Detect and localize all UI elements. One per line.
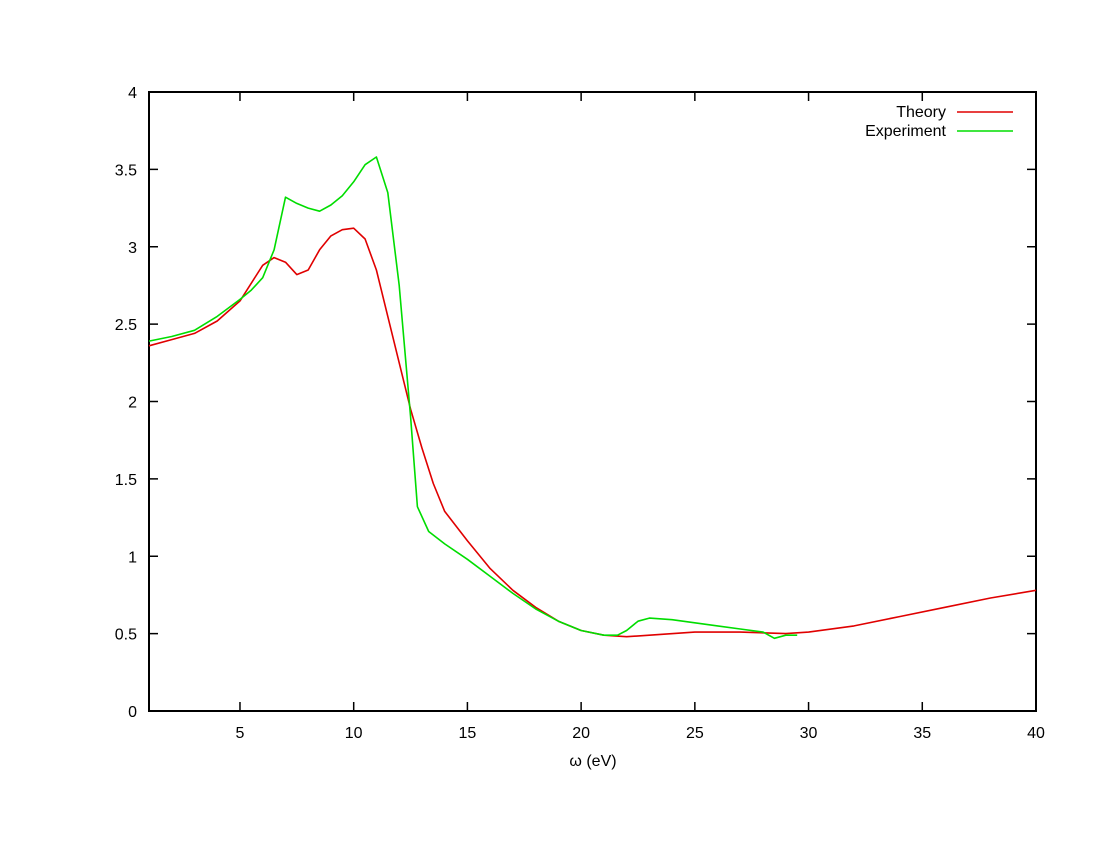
- legend-label-theory: Theory: [896, 104, 946, 121]
- series-line-theory: [148, 227, 1037, 638]
- y-tick-label: 4: [128, 85, 137, 102]
- y-tick-label: 1: [128, 549, 137, 566]
- y-tick-label: 1.5: [115, 472, 137, 489]
- x-axis-label: ω (eV): [569, 753, 616, 770]
- y-tick-label: 3.5: [115, 162, 137, 179]
- x-tick-label: 35: [913, 725, 931, 742]
- ticks-group: 5 10 15 20 25 30 35 40 0 0.5 1 1.5 2 2.5 3 3.5 4: [115, 85, 1045, 742]
- series-line-experiment: [148, 156, 798, 640]
- y-tick-label: 0.5: [115, 627, 137, 644]
- x-tick-label: 30: [800, 725, 818, 742]
- plot-frame: [148, 91, 1037, 712]
- y-tick-label: 3: [128, 240, 137, 257]
- legend: Theory Experiment: [865, 104, 1013, 140]
- x-tick-label: 20: [572, 725, 590, 742]
- x-tick-label: 25: [686, 725, 704, 742]
- x-tick-label: 40: [1027, 725, 1045, 742]
- x-tick-label: 10: [345, 725, 363, 742]
- y-tick-label: 2: [128, 395, 137, 412]
- plot-frame-group: [148, 91, 1037, 712]
- y-tick-label: 2.5: [115, 317, 137, 334]
- series-group: [148, 156, 1037, 640]
- y-tick-label: 0: [128, 704, 137, 721]
- legend-label-experiment: Experiment: [865, 123, 946, 140]
- x-tick-label: 5: [236, 725, 245, 742]
- x-tick-label: 15: [459, 725, 477, 742]
